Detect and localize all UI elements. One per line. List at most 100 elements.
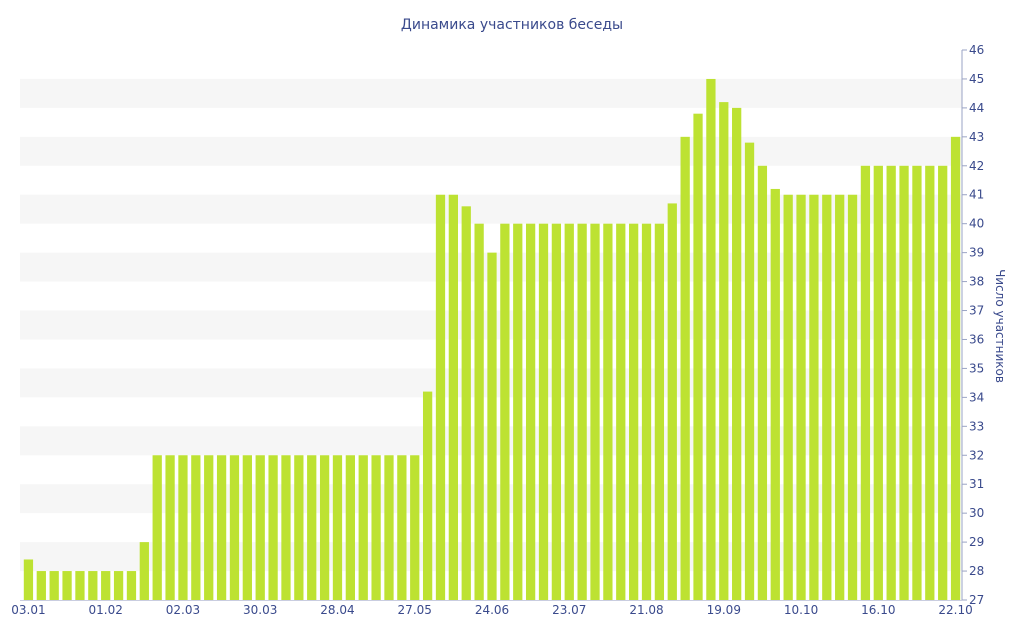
grid-band (20, 78, 962, 108)
y-axis-label: Число участников (993, 269, 1007, 383)
y-tick-labels: 27 28 29 30 31 32 33 34 35 36 37 38 39 40 41 42 43 44 45 46 (969, 43, 984, 607)
bar-series (23, 78, 961, 601)
bar (294, 455, 304, 600)
bar (616, 223, 626, 600)
x-tick-label: 21.08 (629, 603, 663, 617)
bar (319, 455, 330, 600)
bar (513, 223, 523, 600)
bar (860, 165, 871, 601)
y-tick-label: 37 (969, 304, 984, 318)
x-tick-label: 03.01 (11, 603, 45, 617)
x-tick-label: 23.07 (552, 603, 586, 617)
y-tick-label: 27 (969, 593, 984, 607)
bar (757, 165, 768, 601)
bar (101, 571, 111, 600)
bar (229, 455, 240, 600)
bar (564, 223, 574, 600)
y-tick-label: 30 (969, 506, 984, 520)
bar (809, 194, 819, 601)
bar (410, 455, 420, 600)
bar (113, 571, 124, 600)
bar (461, 206, 471, 600)
bar (899, 165, 909, 601)
bar (938, 165, 948, 601)
y-tick-label: 31 (969, 477, 984, 491)
x-tick-label: 27.05 (398, 603, 432, 617)
bar (654, 223, 665, 600)
bar (165, 455, 175, 600)
bar (629, 223, 639, 600)
x-tick-label: 24.06 (475, 603, 509, 617)
bar (719, 102, 729, 601)
bar (255, 455, 265, 600)
bar (178, 455, 188, 600)
bar (88, 571, 98, 600)
bar (925, 165, 935, 601)
y-tick-label: 35 (969, 361, 984, 375)
bar (307, 455, 317, 600)
x-tick-label: 16.10 (861, 603, 895, 617)
bar (126, 571, 137, 600)
bar (422, 391, 433, 600)
y-tick-label: 43 (969, 130, 984, 144)
x-tick-label: 22.10 (938, 603, 972, 617)
bar (525, 223, 536, 600)
bar (873, 165, 883, 601)
bar (783, 194, 793, 601)
bar (796, 194, 806, 601)
grid-band (20, 194, 962, 224)
y-axis (20, 49, 967, 601)
bar (384, 455, 394, 600)
y-tick-label: 41 (969, 188, 984, 202)
bar (744, 142, 755, 600)
bar (268, 455, 278, 600)
bar (448, 194, 458, 601)
bar (358, 455, 368, 600)
bar (204, 455, 214, 600)
x-tick-label: 10.10 (784, 603, 818, 617)
bar (590, 223, 600, 600)
bar (281, 455, 291, 600)
bar (397, 455, 407, 600)
y-tick-label: 28 (969, 564, 984, 578)
bar (49, 571, 59, 600)
bar (641, 223, 652, 600)
bar (835, 194, 845, 601)
y-tick-label: 38 (969, 275, 984, 289)
chart-title: Динамика участников беседы (401, 17, 623, 33)
y-tick-label: 46 (969, 43, 984, 57)
x-tick-labels: 03.01 01.02 02.03 30.03 28.04 27.05 24.06 23.07… (11, 603, 972, 617)
bar (435, 194, 446, 601)
bar (242, 455, 252, 600)
bar (62, 571, 72, 600)
bar (770, 188, 780, 600)
y-tick-label: 36 (969, 332, 984, 346)
bar (345, 455, 355, 600)
bar (847, 194, 858, 601)
bar (487, 252, 497, 600)
bar (822, 194, 832, 601)
bar (538, 223, 549, 600)
bar (371, 455, 381, 600)
y-tick-label: 39 (969, 246, 984, 260)
y-tick-label: 42 (969, 159, 984, 173)
bar (23, 559, 34, 600)
y-tick-label: 34 (969, 390, 984, 404)
bar (500, 223, 510, 600)
x-tick-label: 28.04 (320, 603, 354, 617)
bar (577, 223, 587, 600)
bar (603, 223, 613, 600)
bar (912, 165, 922, 601)
y-tick-label: 40 (969, 217, 984, 231)
y-tick-label: 32 (969, 448, 984, 462)
bar (693, 113, 703, 601)
bar (36, 571, 46, 600)
bar (551, 223, 562, 600)
bar (75, 571, 85, 600)
bar (474, 223, 484, 600)
bar (139, 542, 149, 600)
bar (732, 107, 742, 600)
bar (706, 78, 716, 600)
grid-band (20, 136, 962, 166)
y-tick-label: 29 (969, 535, 984, 549)
